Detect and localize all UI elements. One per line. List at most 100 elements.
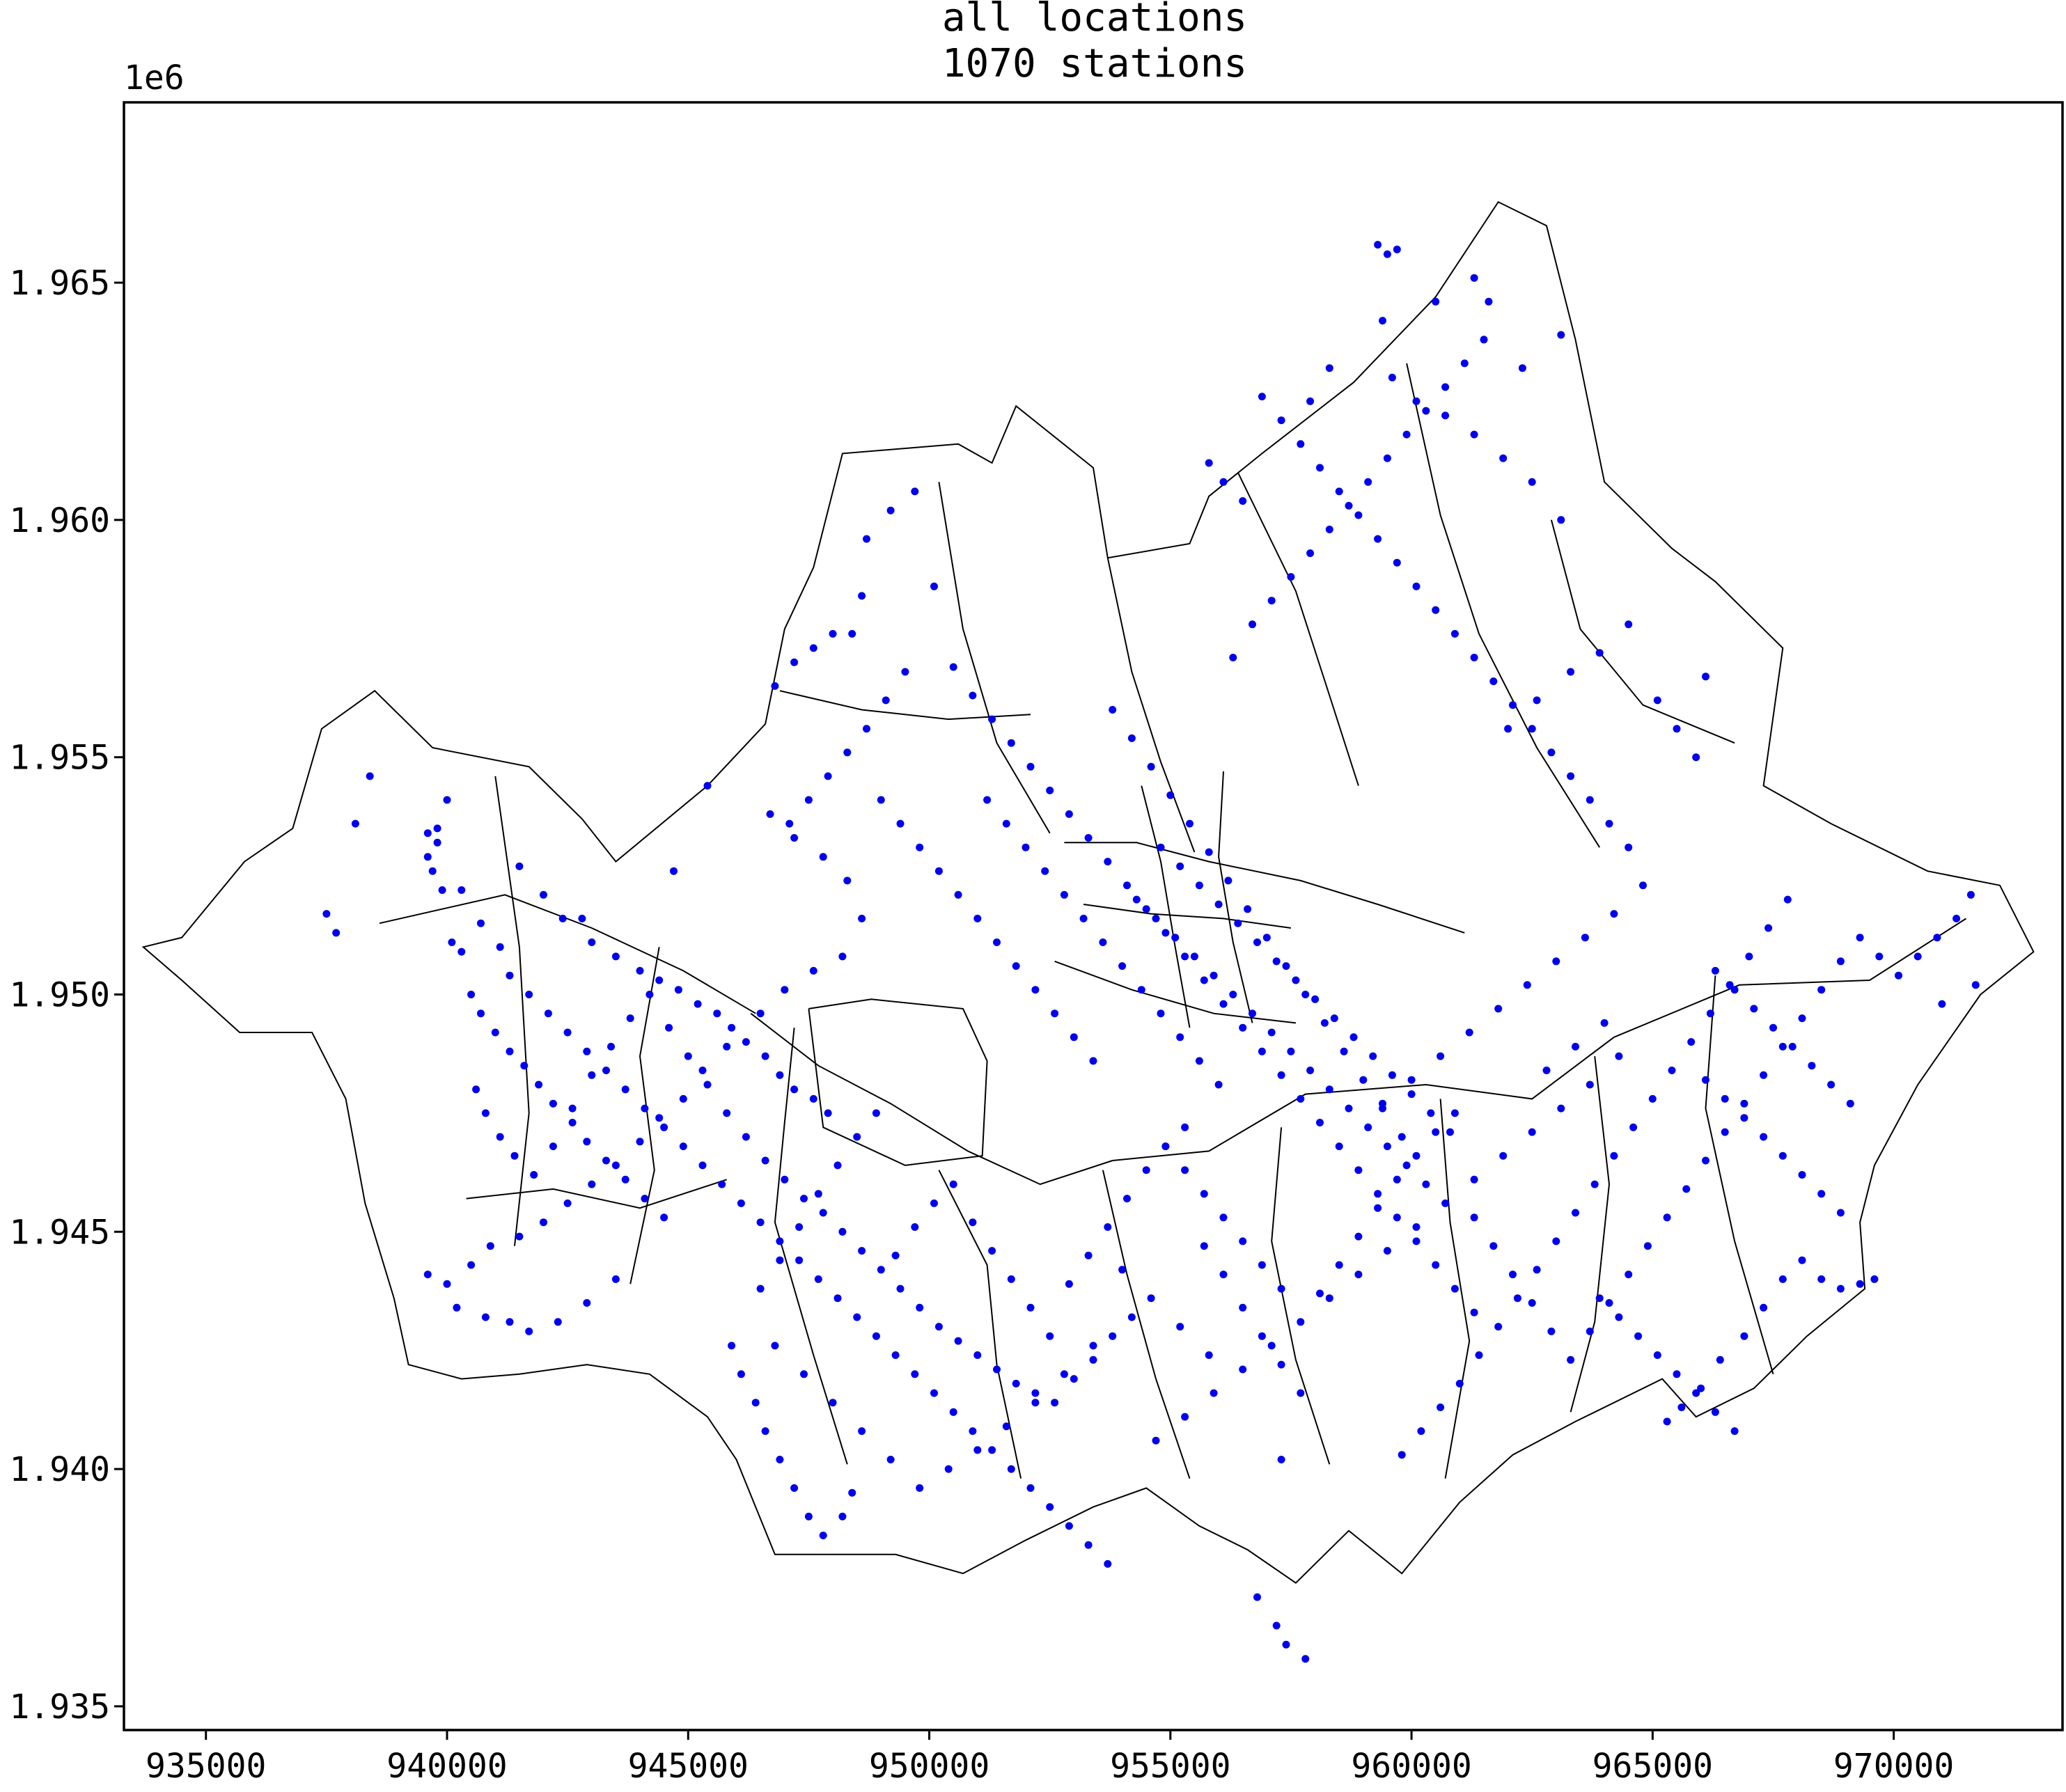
station-point xyxy=(891,1251,900,1259)
x-tick-label: 955000 xyxy=(1110,1747,1230,1786)
station-point xyxy=(1099,938,1107,946)
station-point xyxy=(1764,924,1773,932)
station-point xyxy=(549,1142,557,1151)
station-point xyxy=(602,1156,610,1165)
station-point xyxy=(1470,654,1478,661)
station-point xyxy=(486,1242,494,1250)
station-point xyxy=(684,1052,692,1060)
station-point xyxy=(858,1247,866,1255)
station-point xyxy=(1287,573,1295,581)
station-point xyxy=(1181,952,1189,961)
station-point xyxy=(540,890,547,899)
district-boundaries xyxy=(141,201,2035,1584)
station-point xyxy=(1668,1067,1676,1074)
station-point xyxy=(1595,649,1604,657)
station-point xyxy=(1335,487,1343,496)
station-point xyxy=(1297,1094,1305,1103)
station-point xyxy=(1393,1175,1401,1184)
station-point xyxy=(1586,1327,1594,1335)
station-point xyxy=(1615,1313,1623,1321)
station-point xyxy=(1581,934,1589,942)
station-point xyxy=(1663,1213,1671,1222)
station-point xyxy=(1171,934,1180,942)
station-point xyxy=(829,629,837,638)
station-point xyxy=(809,966,817,975)
station-point xyxy=(1398,1133,1406,1141)
station-point xyxy=(1412,1223,1421,1231)
station-point xyxy=(1166,791,1175,799)
station-point xyxy=(611,1161,620,1170)
station-point xyxy=(467,991,476,998)
station-point xyxy=(1258,1047,1266,1055)
station-point xyxy=(1325,364,1333,372)
station-point xyxy=(1272,957,1281,966)
station-point xyxy=(1239,1023,1247,1032)
station-point xyxy=(1335,1261,1343,1269)
station-point xyxy=(761,1156,769,1165)
station-point xyxy=(477,1009,485,1018)
station-point xyxy=(1002,819,1010,828)
station-point xyxy=(1292,976,1300,984)
station-point xyxy=(554,1318,562,1326)
district-line xyxy=(938,1170,1022,1479)
station-point xyxy=(558,914,567,922)
station-point xyxy=(1219,1271,1228,1279)
station-point xyxy=(886,506,895,514)
station-point xyxy=(1219,478,1228,486)
station-point xyxy=(824,772,832,780)
station-point xyxy=(467,1261,476,1269)
station-point xyxy=(563,1028,572,1037)
station-point xyxy=(1437,1404,1445,1411)
station-point xyxy=(1354,511,1363,519)
station-point xyxy=(1109,706,1117,714)
station-point xyxy=(1161,929,1170,937)
station-point xyxy=(1249,1009,1256,1018)
station-point xyxy=(1022,843,1030,851)
station-point xyxy=(834,1294,842,1303)
station-point xyxy=(1528,478,1536,486)
station-point xyxy=(1065,810,1073,818)
station-point xyxy=(834,1161,842,1170)
station-point xyxy=(1046,1503,1054,1511)
station-point xyxy=(1798,1014,1806,1023)
station-point xyxy=(1277,1456,1285,1463)
station-point xyxy=(698,1161,707,1170)
station-point xyxy=(1132,895,1141,904)
station-point xyxy=(1817,986,1826,994)
station-point xyxy=(1572,1042,1579,1051)
station-point xyxy=(1277,1284,1285,1293)
station-point xyxy=(1335,1142,1343,1151)
station-point xyxy=(819,853,827,861)
station-point xyxy=(1190,952,1198,961)
station-point xyxy=(1711,1408,1719,1416)
station-point xyxy=(1084,834,1093,842)
station-point xyxy=(1677,1404,1686,1411)
station-point xyxy=(1567,668,1575,676)
station-point xyxy=(1625,843,1633,851)
station-point xyxy=(1499,1152,1508,1160)
station-point xyxy=(1181,1166,1189,1174)
station-point xyxy=(1301,1655,1310,1663)
station-point xyxy=(911,487,919,496)
station-point xyxy=(1258,393,1266,401)
station-point xyxy=(1012,1379,1020,1388)
station-point xyxy=(1509,1271,1517,1279)
station-point xyxy=(351,819,359,828)
station-point xyxy=(1089,1057,1097,1065)
station-point xyxy=(621,1175,629,1184)
station-point xyxy=(568,1119,577,1126)
station-point xyxy=(1051,1399,1059,1407)
station-point xyxy=(1200,1190,1208,1198)
station-point xyxy=(1692,753,1700,762)
station-point xyxy=(1494,1323,1503,1331)
station-point xyxy=(1297,1389,1305,1397)
station-point xyxy=(1489,677,1498,686)
district-line xyxy=(750,1012,1113,1186)
station-point xyxy=(1345,1104,1353,1113)
station-point xyxy=(549,1099,557,1108)
station-point xyxy=(911,1223,919,1231)
station-point xyxy=(1441,411,1450,420)
station-point xyxy=(1634,1332,1643,1340)
station-point xyxy=(804,1512,813,1520)
x-tick-label: 945000 xyxy=(628,1747,749,1786)
